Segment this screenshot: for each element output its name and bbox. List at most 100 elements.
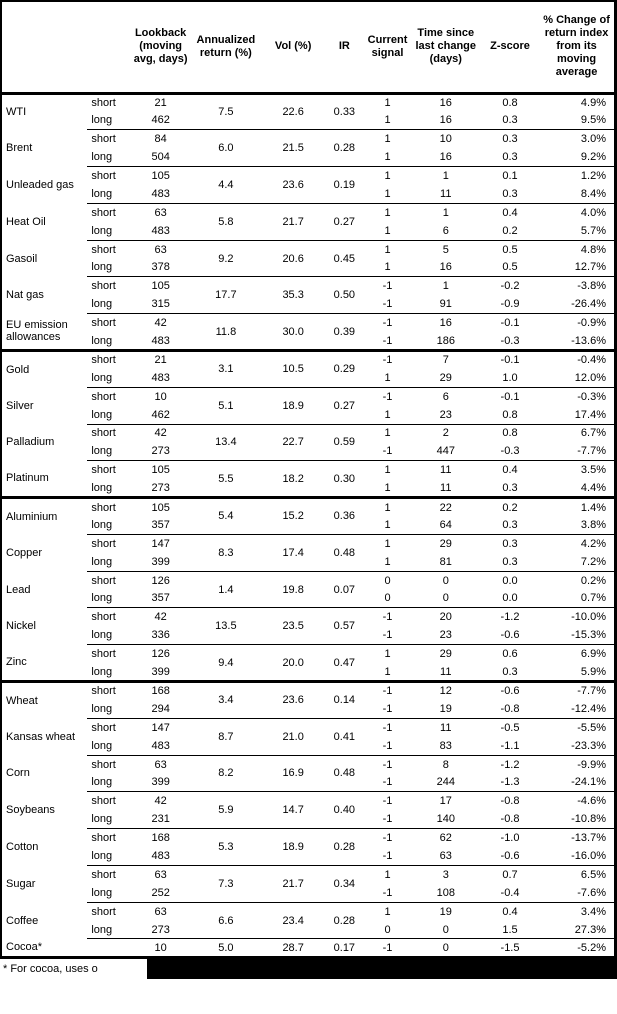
lookback-value: 63 <box>131 901 190 921</box>
time-since-value: 11 <box>410 184 481 204</box>
col-header-pct-change: % Change of return index from its moving… <box>539 1 616 95</box>
time-since-value: 83 <box>410 736 481 756</box>
commodity-name: Lead <box>1 571 88 608</box>
table-row: Copper short 147 8.3 17.4 0.48 1 29 0.3 4.2% <box>1 533 616 572</box>
annualized-return-value: 17.7 <box>189 276 263 314</box>
col-header-position <box>87 1 132 95</box>
ir-value: 0.29 <box>324 348 365 388</box>
table-row: Palladium short 42 13.4 22.7 0.59 1 2 0.8 6.7% <box>1 423 616 461</box>
position-label: short <box>87 239 132 259</box>
vol-value: 17.4 <box>262 533 325 572</box>
commodity-name: Wheat <box>1 680 88 719</box>
time-since-value: 0 <box>410 938 481 959</box>
zscore-value: 0.5 <box>480 239 540 259</box>
table-header: Lookback (moving avg, days) Annualized r… <box>1 1 616 95</box>
table-row: WTI short 21 7.5 22.6 0.33 1 16 0.8 4.9% <box>1 93 616 130</box>
time-since-value: 186 <box>410 332 481 351</box>
zscore-value: -0.1 <box>480 313 540 333</box>
signal-value: 1 <box>364 148 411 167</box>
signal-value: 1 <box>364 258 411 277</box>
signal-value: -1 <box>364 773 411 792</box>
pct-change-value: 3.4% <box>539 901 616 921</box>
footnote: * For cocoa, uses o <box>3 962 98 975</box>
table-row: Soybeans short 42 5.9 14.7 0.40 -1 17 -0.8 -4.6% <box>1 791 616 829</box>
position-label: short <box>87 313 132 333</box>
zscore-value: 0.3 <box>480 552 540 572</box>
table-row: long 336 -1 23 -0.6 -15.3% <box>1 626 616 645</box>
vol-value: 35.3 <box>262 276 325 314</box>
zscore-value: -0.8 <box>480 810 540 829</box>
annualized-return-value: 7.5 <box>189 93 263 130</box>
time-since-value: 0 <box>410 920 481 939</box>
position-label: long <box>87 626 132 645</box>
table-row: Heat Oil short 63 5.8 21.7 0.27 1 1 0.4 4.0% <box>1 202 616 241</box>
commodity-name: Zinc <box>1 644 88 682</box>
time-since-value: 91 <box>410 295 481 314</box>
vol-value: 16.9 <box>262 754 325 792</box>
lookback-value: 105 <box>131 166 190 185</box>
table-row: Lead short 126 1.4 19.8 0.07 0 0 0.0 0.2% <box>1 570 616 608</box>
pct-change-value: -0.4% <box>539 348 616 369</box>
annualized-return-value: 7.3 <box>189 864 263 903</box>
time-since-value: 108 <box>410 883 481 903</box>
pct-change-value: -5.5% <box>539 717 616 737</box>
zscore-value: 0.7 <box>480 864 540 884</box>
zscore-value: -1.0 <box>480 828 540 848</box>
signal-value: 0 <box>364 570 411 590</box>
pct-change-value: -13.7% <box>539 828 616 848</box>
table-row: long 483 -1 83 -1.1 -23.3% <box>1 736 616 756</box>
lookback-value: 84 <box>131 129 190 149</box>
table-row: Coffee short 63 6.6 23.4 0.28 1 19 0.4 3.4% <box>1 901 616 939</box>
vol-value: 15.2 <box>262 496 325 535</box>
signal-value: 1 <box>364 901 411 921</box>
ir-value: 0.48 <box>324 754 365 792</box>
lookback-value: 147 <box>131 533 190 553</box>
commodity-name: Brent <box>1 129 88 167</box>
annualized-return-value: 6.6 <box>189 901 263 939</box>
table-body: WTI short 21 7.5 22.6 0.33 1 16 0.8 4.9% long 462 1 1… <box>1 93 616 959</box>
position-label: short <box>87 496 132 516</box>
commodity-name: Platinum <box>1 460 88 498</box>
lookback-value: 168 <box>131 828 190 848</box>
position-label: short <box>87 348 132 369</box>
lookback-value: 294 <box>131 699 190 719</box>
pct-change-value: 17.4% <box>539 405 616 425</box>
position-label: short <box>87 864 132 884</box>
signal-value: -1 <box>364 847 411 866</box>
table-row: long 378 1 16 0.5 12.7% <box>1 258 616 277</box>
signal-value: 1 <box>364 533 411 553</box>
zscore-value: 0.8 <box>480 93 540 112</box>
position-label: short <box>87 276 132 296</box>
position-label: short <box>87 828 132 848</box>
time-since-value: 2 <box>410 423 481 443</box>
signal-value: 1 <box>364 239 411 259</box>
zscore-value: 0.4 <box>480 901 540 921</box>
ir-value: 0.27 <box>324 386 365 425</box>
table-row: Kansas wheat short 147 8.7 21.0 0.41 -1 11 -0.5-… <box>1 717 616 756</box>
zscore-value: 0.3 <box>480 663 540 682</box>
zscore-value: 0.1 <box>480 166 540 185</box>
zscore-value: 0.3 <box>480 111 540 130</box>
pct-change-value: 4.4% <box>539 479 616 498</box>
table-row: Sugar short 63 7.3 21.7 0.34 1 3 0.7 6.5% <box>1 864 616 903</box>
pct-change-value: -26.4% <box>539 295 616 314</box>
signal-value: 1 <box>364 515 411 535</box>
ir-value: 0.34 <box>324 864 365 903</box>
signal-value: 1 <box>364 496 411 516</box>
annualized-return-value: 13.5 <box>189 607 263 645</box>
vol-value: 22.7 <box>262 423 325 461</box>
zscore-value: 0.3 <box>480 533 540 553</box>
time-since-value: 16 <box>410 111 481 130</box>
position-label: long <box>87 148 132 167</box>
lookback-value: 21 <box>131 93 190 112</box>
zscore-value: 0.3 <box>480 479 540 498</box>
vol-value: 23.6 <box>262 166 325 204</box>
position-label: long <box>87 920 132 939</box>
table-row: long 462 1 16 0.3 9.5% <box>1 111 616 130</box>
time-since-value: 447 <box>410 442 481 461</box>
annualized-return-value: 5.1 <box>189 386 263 425</box>
table-row: long 315 -1 91 -0.9 -26.4% <box>1 295 616 314</box>
table-row: Silver short 10 5.1 18.9 0.27 -1 6 -0.1 -0.3% <box>1 386 616 425</box>
signal-value: -1 <box>364 607 411 627</box>
lookback-value: 21 <box>131 348 190 369</box>
